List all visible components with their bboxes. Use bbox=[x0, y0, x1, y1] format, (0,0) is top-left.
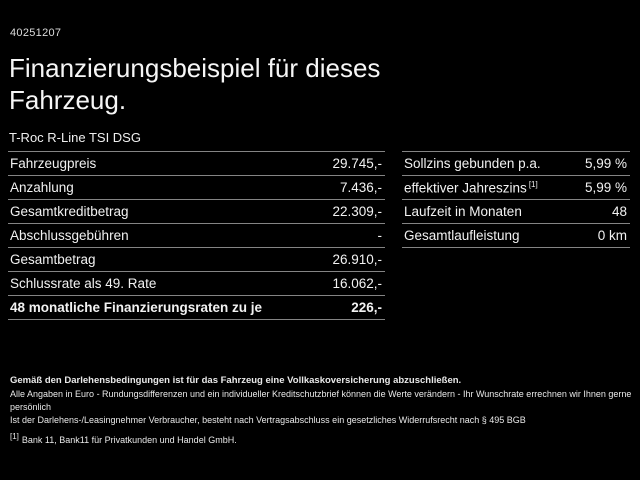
vehicle-id: 40251207 bbox=[10, 27, 62, 39]
row-value: 48 bbox=[611, 204, 627, 219]
row-value: 22.309,- bbox=[332, 204, 382, 219]
row-schlussrate: Schlussrate als 49. Rate 16.062,- bbox=[8, 271, 385, 295]
footnote-text: Bank 11, Bank11 für Privatkunden und Han… bbox=[21, 434, 237, 445]
row-laufzeit: Laufzeit in Monaten 48 bbox=[402, 199, 630, 223]
footnote-marker: [1] bbox=[528, 179, 538, 189]
row-value: 26.910,- bbox=[332, 252, 382, 267]
row-value: 29.745,- bbox=[332, 156, 382, 171]
row-label: Schlussrate als 49. Rate bbox=[10, 276, 157, 291]
row-fahrzeugpreis: Fahrzeugpreis 29.745,- bbox=[8, 151, 385, 175]
row-gesamtbetrag: Gesamtbetrag 26.910,- bbox=[8, 247, 385, 271]
row-label: Abschlussgebühren bbox=[10, 228, 129, 243]
row-label: Gesamtlaufleistung bbox=[404, 228, 520, 243]
disclaimer-line-2: Ist der Darlehens-/Leasingnehmer Verbrau… bbox=[10, 414, 526, 425]
row-label: Gesamtkreditbetrag bbox=[10, 204, 129, 219]
footnote-marker: [1] bbox=[10, 431, 19, 441]
row-value: 7.436,- bbox=[339, 180, 382, 195]
row-value: 226,- bbox=[351, 300, 382, 315]
vehicle-name: T-Roc R-Line TSI DSG bbox=[9, 130, 141, 145]
row-label: 48 monatliche Finanzierungsraten zu je bbox=[10, 300, 263, 315]
row-effektiver-jahreszins: effektiver Jahreszins [1] 5,99 % bbox=[402, 175, 630, 199]
row-monatliche-rate: 48 monatliche Finanzierungsraten zu je 2… bbox=[8, 295, 385, 320]
bank-footnote: [1] Bank 11, Bank11 für Privatkunden und … bbox=[10, 431, 632, 446]
disclaimer-line-1: Alle Angaben in Euro - Rundungsdifferenz… bbox=[10, 388, 632, 412]
page-title-line2: Fahrzeug. bbox=[9, 85, 127, 115]
row-gesamtlaufleistung: Gesamtlaufleistung 0 km bbox=[402, 223, 630, 248]
row-value: 5,99 % bbox=[584, 180, 627, 195]
row-label: Laufzeit in Monaten bbox=[404, 204, 522, 219]
legal-footer: Gemäß den Darlehensbedingungen ist für d… bbox=[10, 374, 632, 446]
row-label: Anzahlung bbox=[10, 180, 74, 195]
row-value: 0 km bbox=[597, 228, 627, 243]
row-gesamtkreditbetrag: Gesamtkreditbetrag 22.309,- bbox=[8, 199, 385, 223]
row-value: - bbox=[377, 228, 383, 243]
insurance-note: Gemäß den Darlehensbedingungen ist für d… bbox=[10, 375, 462, 386]
page-title: Finanzierungsbeispiel für dieses Fahrzeu… bbox=[9, 52, 479, 116]
row-sollzins: Sollzins gebunden p.a. 5,99 % bbox=[402, 151, 630, 175]
row-label: Fahrzeugpreis bbox=[10, 156, 97, 171]
finance-table-right: Sollzins gebunden p.a. 5,99 % effektiver… bbox=[402, 151, 630, 248]
row-anzahlung: Anzahlung 7.436,- bbox=[8, 175, 385, 199]
finance-table-left: Fahrzeugpreis 29.745,- Anzahlung 7.436,-… bbox=[8, 151, 385, 320]
row-abschlussgebuehren: Abschlussgebühren - bbox=[8, 223, 385, 247]
row-value: 5,99 % bbox=[584, 156, 627, 171]
row-label: Sollzins gebunden p.a. bbox=[404, 156, 541, 171]
row-label: effektiver Jahreszins bbox=[404, 180, 527, 196]
row-value: 16.062,- bbox=[332, 276, 382, 291]
row-label: Gesamtbetrag bbox=[10, 252, 96, 267]
page-title-line1: Finanzierungsbeispiel für dieses bbox=[9, 53, 381, 83]
